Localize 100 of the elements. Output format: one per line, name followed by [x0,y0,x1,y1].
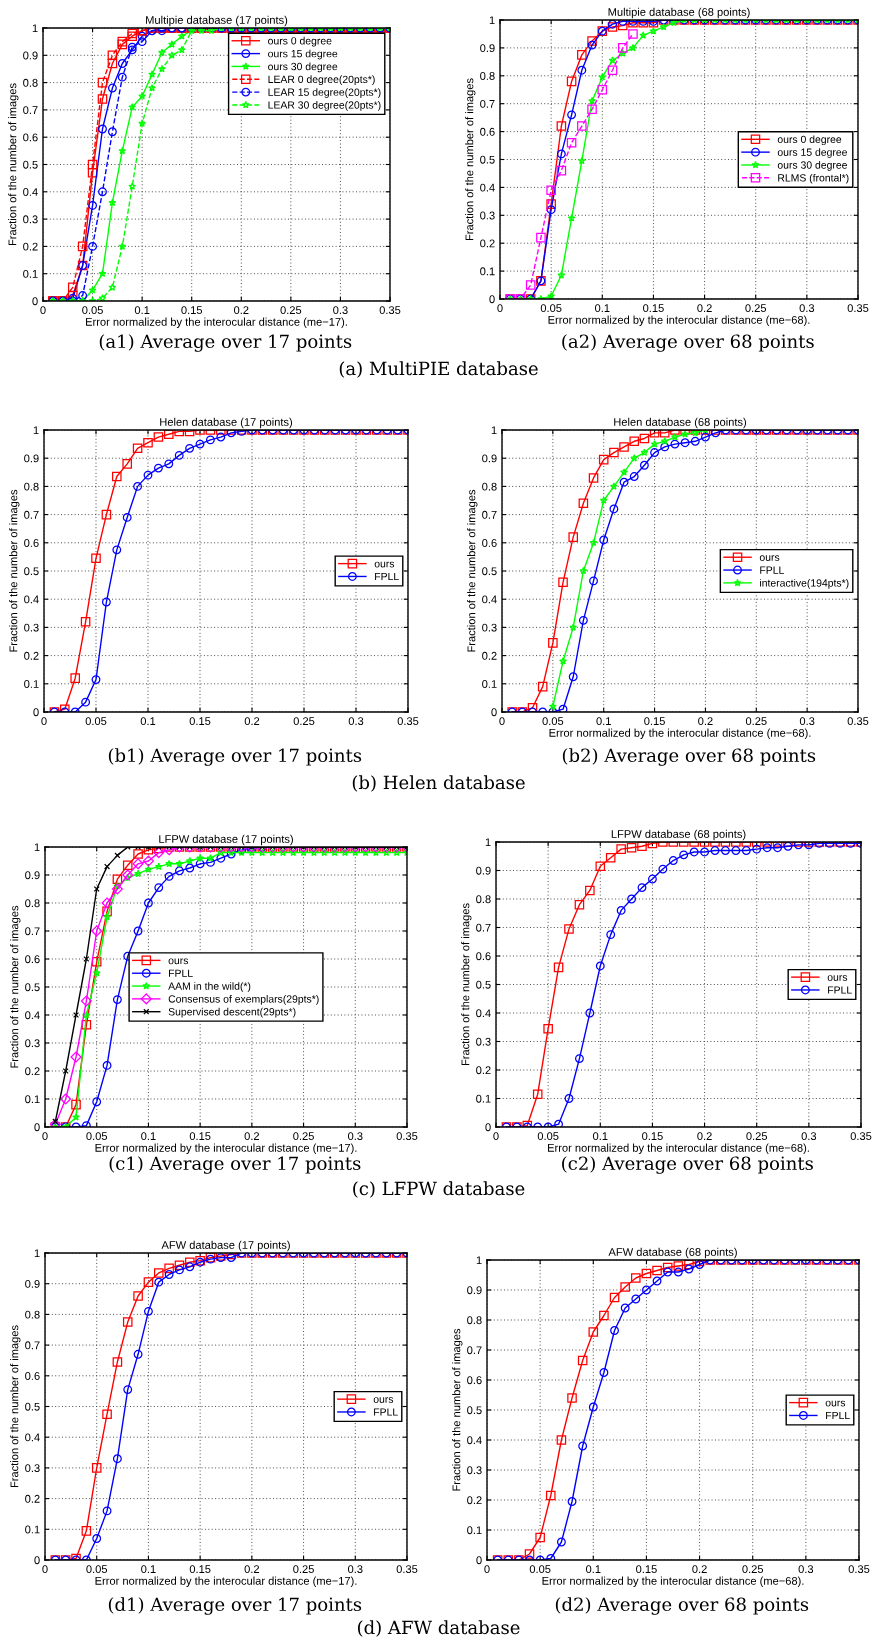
y-tick-label: 0.6 [25,1372,40,1380]
x-tick-label: 0.1 [586,1565,601,1574]
legend-label: LEAR 30 degree(20pts*) [268,101,381,111]
x-tick-label: 0.1 [595,304,610,313]
y-tick-label: 0.5 [482,567,497,576]
y-tick-label: 0.9 [25,1279,40,1288]
y-tick-label: 0.5 [25,1402,40,1411]
x-tick-label: 0.2 [697,304,712,313]
chart-title: Multipie database (68 points) [608,7,750,19]
legend-label: ours [827,975,848,981]
x-tick-label: 0.1 [134,306,150,315]
y-tick-label: 0.3 [482,623,497,632]
x-tick-label: 0.05 [86,1132,108,1141]
x-tick-label: 0.05 [537,1132,559,1141]
legend-label: FPLL [375,572,399,581]
y-tick-label: 0.4 [482,595,497,604]
legend-label: ours 15 degree [777,148,847,158]
text: (d) AFW database [357,1620,520,1637]
y-tick-label: 0.4 [25,1011,40,1020]
y-tick-label: 0.6 [23,133,38,142]
y-tick-label: 0.9 [480,44,495,53]
y-tick-label: 0 [34,1556,40,1565]
legend-label: AAM in the wild(*) [168,982,251,992]
y-tick-label: 1 [491,426,497,435]
text: (c1) Average over 17 points [109,1156,361,1174]
y-tick-label: 0.4 [480,183,495,192]
x-axis-title: Error normalized by the interocular distance (me−68). [549,728,811,739]
y-tick-label: 0.1 [25,1525,40,1534]
x-tick-label: 0.15 [189,717,211,726]
x-tick-label: 0.05 [540,304,562,313]
y-tick-label: 0.2 [482,651,497,660]
y-tick-label: 0 [485,1123,491,1132]
y-tick-label: 0.5 [480,155,495,164]
text: (b1) Average over 17 points [108,748,362,766]
y-axis-title: Fraction of the number of images [10,905,21,1068]
y-tick-label: 0.2 [467,1496,482,1505]
text: (c) LFPW database [353,1181,525,1198]
y-tick-label: 1 [33,426,39,435]
legend-label: LEAR 0 degree(20pts*) [268,75,375,86]
x-tick-label: 0.35 [847,304,869,313]
text: (d2) Average over 68 points [555,1597,809,1615]
y-tick-label: 1 [34,1249,40,1258]
x-axis-title: Error normalized by the interocular distance (me−68). [548,315,810,326]
x-tick-label: 0 [41,717,47,726]
y-axis-title: Fraction of the number of images [452,1328,463,1491]
x-tick-label: 0.05 [85,717,107,726]
legend-label: FPLL [828,986,852,994]
legend-label: Consensus of exemplars(29pts*) [168,994,319,1005]
y-tick-label: 0.6 [476,952,491,961]
x-tick-label: 0.35 [848,1565,870,1574]
y-tick-label: 0.8 [23,78,38,87]
legend-label: ours 30 degree [777,161,847,171]
y-tick-label: 0.7 [23,106,38,115]
chart-title: Helen database (17 points) [160,417,293,429]
y-tick-label: 0.6 [482,539,497,547]
x-tick-label: 0.05 [86,1565,108,1574]
y-tick-label: 0.1 [25,1095,40,1104]
y-tick-label: 1 [489,16,495,25]
x-tick-label: 0.1 [141,1132,156,1141]
y-tick-label: 0.2 [476,1066,491,1075]
x-tick-label: 0.2 [244,1565,260,1574]
y-tick-label: 0.9 [476,866,491,875]
x-tick-label: 0.25 [293,717,315,726]
x-tick-label: 0.1 [593,1132,608,1141]
legend-label: RLMS (frontal*) [778,173,849,184]
y-axis-title: Fraction of the number of images [8,83,19,246]
y-tick-label: 1 [34,843,40,852]
y-tick-label: 0.4 [476,1009,491,1018]
x-tick-label: 0 [42,1565,48,1574]
y-axis-title: Fraction of the number of images [467,489,478,652]
y-tick-label: 0.6 [467,1376,482,1385]
y-tick-label: 0.7 [25,927,40,936]
x-tick-label: 0.25 [746,1132,768,1141]
legend-label: ours 15 degree [268,49,338,60]
x-tick-label: 0.1 [596,717,611,726]
x-tick-label: 0.3 [348,1132,363,1141]
y-tick-label: 0.1 [476,1094,491,1103]
y-tick-label: 0.2 [23,242,38,251]
y-tick-label: 0.9 [24,454,39,463]
chart-title: Multipie database (17 points) [146,15,288,27]
x-tick-label: 0.05 [529,1565,551,1574]
y-tick-label: 0.1 [480,267,495,276]
chart-title: LFPW database (17 points) [159,834,293,846]
x-tick-label: 0.2 [244,717,260,726]
x-tick-label: 0.15 [181,306,203,315]
text: (b) Helen database [352,775,525,792]
x-tick-label: 0.15 [642,1132,663,1141]
x-tick-label: 0.3 [799,717,815,726]
x-tick-label: 0.25 [745,717,767,726]
y-tick-label: 0.7 [480,99,495,108]
x-tick-label: 0.1 [140,717,156,726]
legend-label: ours 30 degree [268,62,338,73]
y-tick-label: 0.8 [467,1316,482,1325]
x-tick-label: 0.35 [396,1565,418,1574]
y-tick-label: 0.8 [480,72,495,80]
y-tick-label: 0 [34,1123,40,1132]
x-tick-label: 0.2 [692,1565,707,1574]
y-tick-label: 0 [33,708,39,717]
x-tick-label: 0.3 [799,304,815,313]
text: (a2) Average over 68 points [562,334,814,352]
